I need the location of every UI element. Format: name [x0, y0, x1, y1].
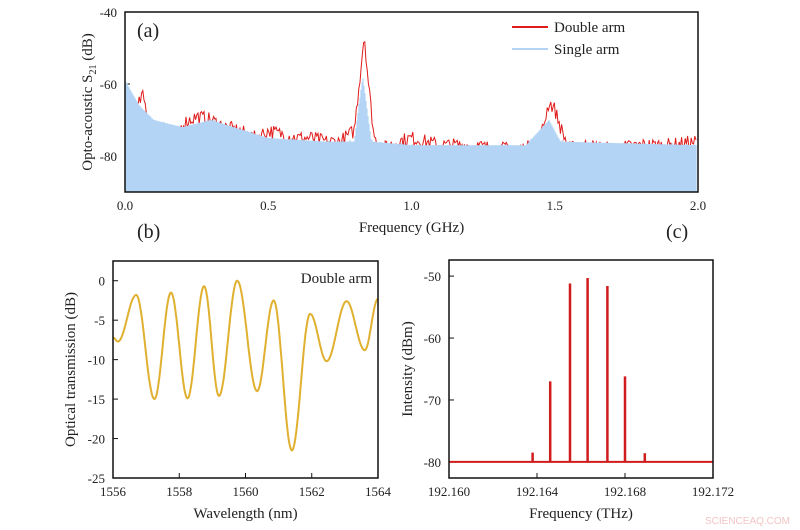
y-tick-label: -60	[424, 331, 441, 346]
panel-label: (a)	[137, 20, 159, 42]
x-tick-label: 0.5	[260, 198, 276, 213]
y-tick-label: -50	[424, 269, 441, 284]
y-tick-label: -25	[88, 471, 105, 486]
series-transmission	[112, 279, 379, 452]
x-tick-label: 1.0	[403, 198, 419, 213]
y-tick-label: -40	[100, 5, 117, 20]
x-axis-label: Frequency (GHz)	[359, 220, 464, 236]
plot-frame	[448, 259, 714, 479]
x-tick-label: 1558	[166, 484, 192, 499]
panel-c: 192.160 192.164 192.168 192.172 -50 -60 -70 -80…	[400, 221, 734, 522]
x-tick-label: 192.160	[428, 484, 470, 499]
panel-label: (b)	[137, 221, 160, 243]
y-axis-label: Intensity (dBm)	[400, 321, 416, 416]
y-tick-label: -80	[100, 149, 117, 164]
y-axis-label: Opto-acoustic S21 (dB)	[80, 33, 99, 170]
x-tick-label: 0.0	[117, 198, 133, 213]
panel-label: (c)	[666, 221, 688, 243]
y-tick-label: -15	[88, 392, 105, 407]
series-single-arm-body	[125, 78, 697, 192]
x-tick-label: 1564	[365, 484, 392, 499]
x-tick-label: 1.5	[547, 198, 563, 213]
y-tick-label: -80	[424, 455, 441, 470]
x-tick-label: 192.172	[692, 484, 734, 499]
y-tick-label: -20	[88, 432, 105, 447]
x-tick-label: 1556	[100, 484, 127, 499]
y-tick-label: -60	[100, 77, 117, 92]
y-tick-label: -10	[88, 353, 105, 368]
annotation-double-arm: Double arm	[301, 271, 373, 287]
panel-a: 0.0 0.5 1.0 1.5 2.0 -40 -60 -80 Frequency (GHz) O…	[80, 5, 706, 236]
legend-label-double-arm: Double arm	[554, 20, 626, 36]
y-tick-label: 0	[99, 274, 106, 289]
x-tick-label: 1560	[233, 484, 259, 499]
watermark: SCIENCEAQ.COM	[705, 516, 790, 527]
legend-label-single-arm: Single arm	[554, 42, 620, 58]
x-tick-label: 2.0	[690, 198, 706, 213]
plot-frame	[112, 260, 379, 479]
y-axis-label: Optical transmission (dB)	[63, 292, 79, 447]
x-axis-label: Wavelength (nm)	[193, 506, 297, 522]
x-tick-label: 192.168	[604, 484, 646, 499]
y-tick-label: -70	[424, 393, 441, 408]
x-tick-label: 192.164	[516, 484, 559, 499]
y-tick-label: -5	[94, 313, 105, 328]
x-tick-label: 1562	[299, 484, 325, 499]
panel-b: 1556 1558 1560 1562 1564 0 -5 -10 -15 -20 -25 Wavel…	[63, 221, 392, 522]
x-axis-label: Frequency (THz)	[529, 506, 633, 522]
plot-frame	[124, 11, 699, 193]
